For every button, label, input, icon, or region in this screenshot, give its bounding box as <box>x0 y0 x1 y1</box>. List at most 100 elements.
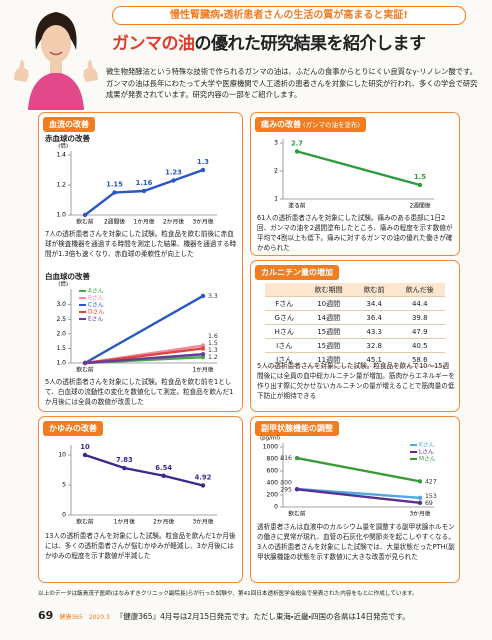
data-label: 3.3 <box>208 293 218 300</box>
data-label: 69 <box>425 500 433 507</box>
legend-label: Dさん <box>88 309 104 316</box>
chart: 0 5 10 飲む前 1か月後 2か月後 3か月後 10 7.83 6.54 4.92 <box>58 443 217 526</box>
point <box>200 483 206 488</box>
x-tick-label: 3か月後 <box>409 510 430 518</box>
y-tick-label: 800 <box>267 456 279 463</box>
y-tick-label: 5 <box>62 482 66 489</box>
x-tick-label: 2週間後 <box>409 202 430 210</box>
cell: 32.8 <box>353 338 395 353</box>
section-heading: カルニチン量の増加 <box>255 265 339 280</box>
data-label: 6.54 <box>155 464 172 472</box>
line <box>83 453 205 487</box>
data-label: 1.6 <box>208 333 218 340</box>
heading-sub: (ガンマの油を塗布) <box>303 121 361 129</box>
caption: 7人の透析患者さんを対象にした試験。粒食品を飲む前後に赤血球が検査機器を通過する… <box>45 230 237 258</box>
table-header: 飲む期間 飲む前 飲んだ後 <box>265 283 445 297</box>
section-heading: 副甲状腺機能の調整 <box>255 421 339 436</box>
x-tick-label: 飲む前 <box>288 510 306 518</box>
footer: 69 健康365 2020.3 『健康365』4月号は2月15日発売です。ただし東海・… <box>38 610 468 624</box>
point <box>171 178 176 183</box>
x-tick-label: 3か月後 <box>192 518 213 526</box>
photo <box>6 2 106 110</box>
cell: 39.8 <box>394 310 445 325</box>
y-tick-label: 400 <box>267 480 279 487</box>
point <box>417 182 423 188</box>
point <box>141 188 147 194</box>
photo-thumb-left <box>14 60 29 82</box>
line <box>295 150 422 187</box>
x-tick-label: 2か月後 <box>163 218 184 226</box>
x-tick-label: 1か月後 <box>114 518 135 526</box>
footnote: 以上のデータは飯島茂子医師(はなみずきクリニック副院長)らが行った試験や、第41… <box>38 591 418 597</box>
caption: 透析患者さんは血液中のカルシウム量を調整する副甲状腺ホルモンの働きに異常が現れ、… <box>257 523 455 561</box>
cell: 15週間 <box>303 324 354 339</box>
intro: 微生物発酵法という特殊な技術で作られるガンマの油は、ふだんの食事からとりにくい良… <box>106 67 478 99</box>
y-tick-label: 1.0 <box>56 360 66 367</box>
data-label: 153 <box>425 493 437 500</box>
cell: 40.5 <box>394 338 445 353</box>
row-header: Gさん <box>265 310 304 325</box>
point <box>82 212 88 218</box>
x-tick-label: 飲む前 <box>76 366 94 374</box>
section-pain: 痛みの改善 (ガンマの油を塗布) 1 2 3 塗る前 2週間後 2.7 1.5 61人の透析患… <box>250 112 460 256</box>
section-pth: 副甲状腺機能の調整 (pg/ml) 0 200 400 600 800 1000 飲む前 3か月… <box>250 416 460 583</box>
data-label: 1.5 <box>414 173 426 181</box>
x-tick-label: 1か月後 <box>133 218 154 226</box>
point <box>200 346 206 351</box>
point <box>417 500 423 506</box>
y-tick-label: 2.0 <box>56 330 66 337</box>
column-header: 飲んだ後 <box>394 283 445 297</box>
data-label: 300 <box>280 479 292 486</box>
point <box>294 149 300 154</box>
legend-label: Kさん <box>419 442 435 449</box>
caption: 61人の透析患者さんを対象にした試験。痛みのある患部に1日2回、ガンマの油を2週… <box>257 214 453 252</box>
y-tick-label: 0 <box>62 512 66 519</box>
y-tick-label: 1 <box>274 196 278 203</box>
legend-label: Cさん <box>88 302 104 309</box>
column-header: 飲む期間 <box>303 283 354 297</box>
x-tick-label: 3か月後 <box>192 218 213 226</box>
chart-title: 白血球の改善 <box>45 272 90 281</box>
table-row: Gさん 14週間 36.4 39.8 <box>265 310 445 325</box>
photo-hair <box>35 12 77 50</box>
chart: (pg/ml) 0 200 400 600 800 1000 飲む前 3か月後 300 153 295… <box>260 436 437 518</box>
x-tick-label: 飲む前 <box>76 218 94 226</box>
legend-label: Bさん <box>88 295 104 302</box>
notice: 『健康365』4月号は2月15日発売です。ただし東海・近畿・四国の各県は14日発… <box>115 612 410 621</box>
photo-thumb-right <box>83 60 98 82</box>
y-tick-label: 2.5 <box>56 316 66 323</box>
legend-label: Mさん <box>419 456 436 463</box>
cell: 47.9 <box>394 324 445 339</box>
y-tick-label: 1000 <box>263 444 278 451</box>
cell: 44.4 <box>394 296 445 311</box>
data-label: 427 <box>425 478 437 485</box>
y-tick-label: 1.2 <box>56 182 66 189</box>
data-label: 1.23 <box>165 169 182 177</box>
section-blood: 血流の改善 赤血球の改善 (倍) 1.0 1.2 1.4 飲む前 2週間後 1か月後 2か月後… <box>38 112 243 412</box>
row-header: Iさん <box>265 338 304 353</box>
y-tick-label: 1.5 <box>56 345 66 352</box>
tagline: 慢性腎臓病・透析患者さんの生活の質が高まると実証! <box>112 6 466 25</box>
data-label: 7.83 <box>116 456 133 464</box>
y-axis-label: (倍) <box>58 281 68 288</box>
photo-smile <box>49 51 63 56</box>
x-tick-label: 塗る前 <box>288 202 306 210</box>
line <box>83 353 205 365</box>
section-heading: かゆみの改善 <box>43 421 103 436</box>
legend-label: Eさん <box>88 316 103 323</box>
point <box>122 465 127 471</box>
photo-face <box>41 25 71 63</box>
carnitine-table: 飲む期間 飲む前 飲んだ後 Fさん 10週間 34.4 44.4 Gさん 14週間 36.4… <box>265 283 445 367</box>
section-itch: かゆみの改善 0 5 10 飲む前 1か月後 2か月後 3か月後 10 7.83 6.54 4.92… <box>38 416 243 583</box>
y-tick-label: 1.4 <box>56 152 66 159</box>
x-tick-label: 2か月後 <box>153 518 174 526</box>
photo-neck <box>50 60 62 73</box>
point <box>200 352 206 357</box>
table-row: Jさん 11週間 45.1 58.6 <box>265 352 445 367</box>
caption: 5人の透析患者さんを対象にした試験。粒食品を飲んで10〜15週間後には全員の血中… <box>257 362 455 400</box>
data-label: 1.3 <box>197 158 209 166</box>
point <box>417 495 423 501</box>
x-tick-label: 2週間後 <box>104 218 125 226</box>
point <box>294 455 300 461</box>
